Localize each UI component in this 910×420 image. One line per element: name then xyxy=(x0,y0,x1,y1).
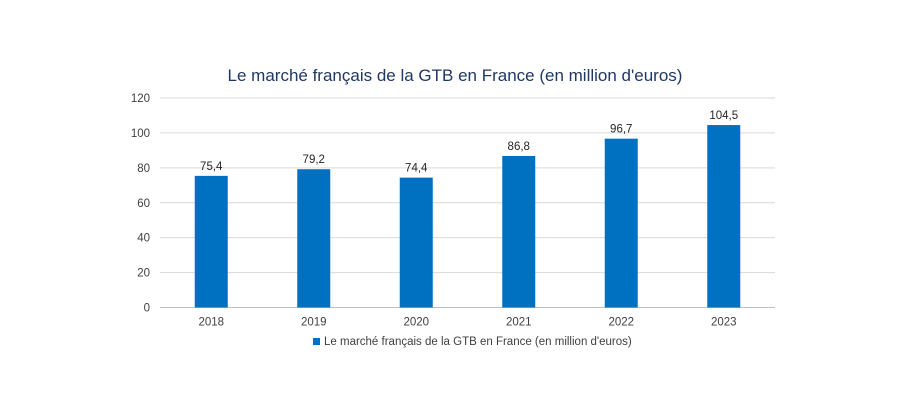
chart-title: Le marché français de la GTB en France (… xyxy=(228,66,683,85)
y-tick-label: 0 xyxy=(144,303,150,315)
data-label-2019: 79,2 xyxy=(303,154,325,166)
y-tick-label: 60 xyxy=(137,198,150,210)
y-tick-label: 120 xyxy=(131,93,150,105)
bars xyxy=(194,125,741,308)
x-tick-label-2023: 2023 xyxy=(711,317,737,329)
gridlines xyxy=(160,97,775,308)
legend: Le marché français de la GTB en France (… xyxy=(313,336,632,348)
y-tick-label: 100 xyxy=(131,128,150,140)
bar-2019 xyxy=(297,169,331,308)
x-tick-label-2019: 2019 xyxy=(301,317,327,329)
data-labels: 75,4 79,2 74,4 86,8 96,7 104,5 xyxy=(200,110,738,175)
bar-2018 xyxy=(194,175,228,308)
x-tick-label-2018: 2018 xyxy=(198,317,224,329)
legend-label: Le marché français de la GTB en France (… xyxy=(324,336,632,348)
y-tick-label: 80 xyxy=(137,163,150,175)
legend-swatch xyxy=(313,338,320,345)
x-tick-label-2022: 2022 xyxy=(608,317,634,329)
bar-2022 xyxy=(604,138,638,308)
data-label-2022: 96,7 xyxy=(610,124,632,136)
bar-2021 xyxy=(502,155,536,308)
data-label-2018: 75,4 xyxy=(200,161,223,173)
x-axis-ticks: 2018 2019 2020 2021 2022 2023 xyxy=(198,317,736,329)
data-label-2021: 86,8 xyxy=(508,141,530,153)
x-tick-label-2021: 2021 xyxy=(506,317,532,329)
bar-2020 xyxy=(399,177,433,308)
y-tick-label: 40 xyxy=(137,233,150,245)
y-axis-ticks: 0 20 40 60 80 100 120 xyxy=(131,93,150,315)
data-label-2020: 74,4 xyxy=(405,163,428,175)
data-label-2023: 104,5 xyxy=(709,110,738,122)
x-tick-label-2020: 2020 xyxy=(403,317,429,329)
bar-2023 xyxy=(707,125,741,308)
y-tick-label: 20 xyxy=(137,268,150,280)
